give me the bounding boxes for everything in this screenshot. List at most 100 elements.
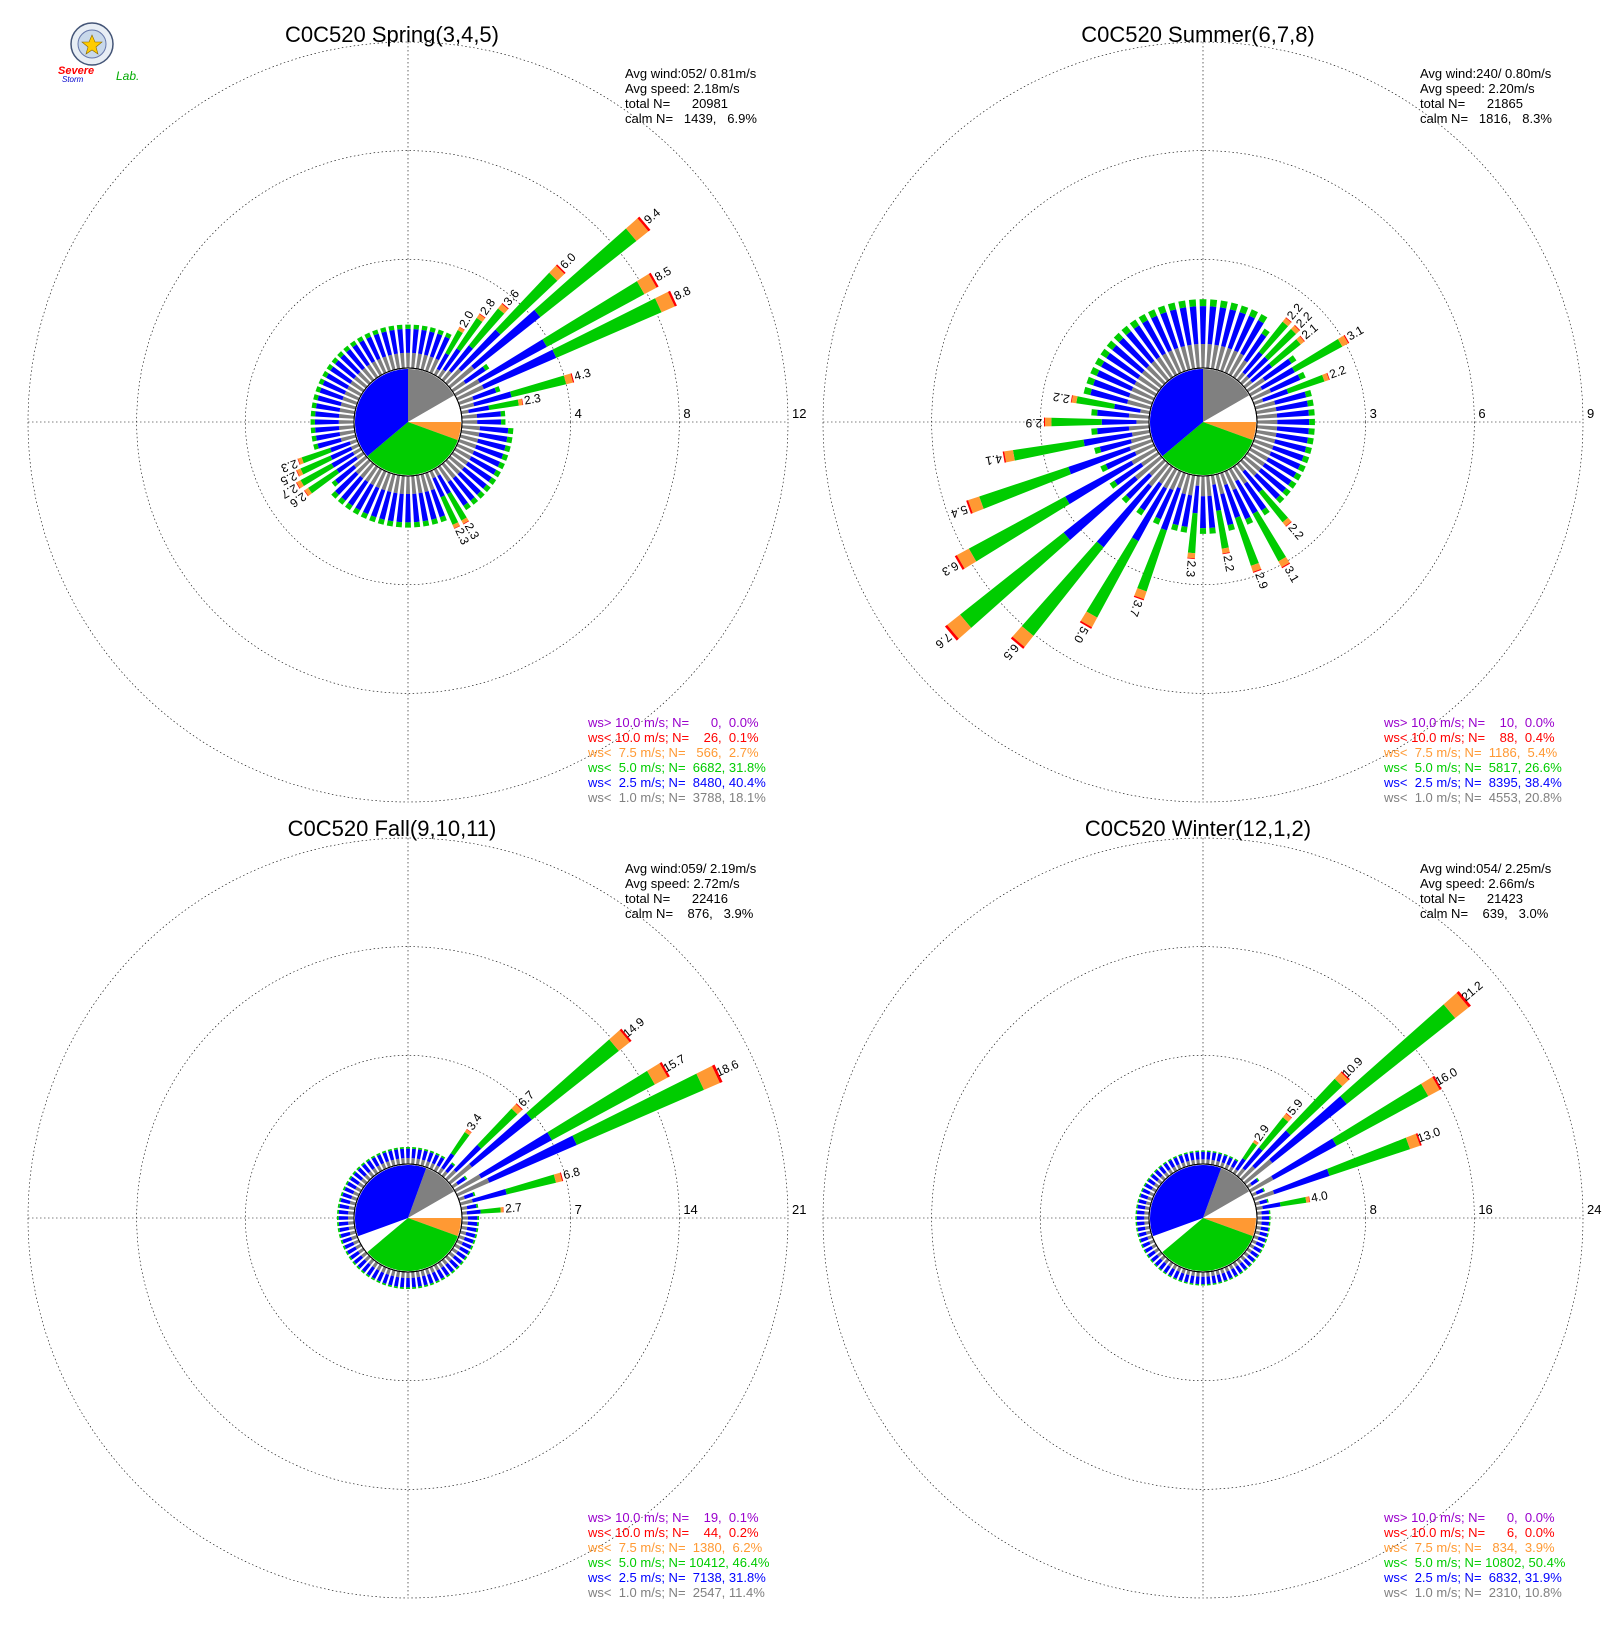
rose-bar-segment — [454, 525, 461, 529]
rose-bar-segment — [1301, 455, 1310, 464]
legend-item: ws> 10.0 m/s; N= 0, 0.0% — [587, 715, 759, 730]
rose-bar-segment — [470, 1245, 474, 1250]
rose-bar-segment — [330, 446, 353, 460]
rose-bar-label: 4.1 — [984, 451, 1003, 468]
rose-bar-segment — [1288, 355, 1297, 364]
rose-bar-segment — [1134, 588, 1147, 600]
rose-bar-segment — [497, 461, 505, 470]
rose-bar-segment — [1421, 1076, 1440, 1097]
calm-circle-outline — [1148, 367, 1258, 477]
rose-bar-segment — [338, 425, 355, 430]
rose-bar-segment — [1248, 1243, 1255, 1249]
rose-bar-segment — [1144, 1245, 1153, 1253]
rose-bar-segment — [553, 1172, 563, 1183]
rose-bar-segment — [498, 303, 509, 314]
severe-storm-lab-logo: Severe Storm Lab. — [58, 22, 139, 84]
rose-bar-segment — [1160, 487, 1181, 531]
rose-bar-segment — [394, 353, 401, 370]
rose-bar-segment — [1153, 1168, 1158, 1173]
rose-bar-segment — [1234, 315, 1255, 353]
rose-bar-segment — [461, 1241, 472, 1250]
calm-pie-slice — [408, 422, 461, 441]
rose-bar-segment — [351, 1195, 358, 1201]
rose-bar-segment — [338, 414, 355, 419]
rose-bar-segment — [376, 1271, 385, 1282]
rose-bar-segment — [1226, 1270, 1233, 1279]
calm-pie-slice — [1162, 1218, 1253, 1271]
rose-bar-segment — [360, 1178, 368, 1185]
rose-bar-segment — [1268, 1210, 1271, 1215]
rose-bar-segment — [330, 366, 353, 384]
rose-bar-segment — [1148, 462, 1170, 487]
rose-bar-segment — [1256, 1177, 1260, 1182]
legend-item: ws< 7.5 m/s; N= 1186, 5.4% — [1383, 745, 1558, 760]
rose-bar-segment — [542, 281, 645, 347]
ring-label: 16 — [1478, 1202, 1492, 1217]
rose-bar-segment — [1076, 396, 1115, 409]
rose-bar-segment — [474, 1234, 478, 1239]
rose-bar-segment — [1215, 1269, 1220, 1276]
rose-bar-segment — [350, 443, 360, 450]
rose-bar-segment — [415, 474, 423, 494]
rose-bar-segment — [1255, 429, 1277, 437]
rose-bar-segment — [1255, 1225, 1262, 1230]
rose-bar-segment — [469, 456, 497, 475]
rose-bar-segment — [437, 1167, 444, 1175]
rose-bar-segment — [1160, 311, 1179, 350]
rose-bar-segment — [477, 1216, 480, 1220]
rose-bar-segment — [510, 375, 567, 398]
rose-bar-segment — [505, 1174, 557, 1195]
rose-bar-segment — [475, 1228, 479, 1233]
rose-bar-segment — [381, 472, 391, 491]
rose-bar-segment — [1275, 400, 1309, 412]
rose-bar-segment — [388, 325, 395, 331]
rose-bar-segment — [376, 1152, 381, 1156]
rose-bar-segment — [445, 368, 462, 385]
rose-bar-segment — [1138, 313, 1148, 324]
rose-bar-segment — [388, 354, 396, 371]
rose-bar-segment — [360, 1269, 365, 1274]
rose-bar-segment — [359, 340, 376, 364]
rose-bar-segment — [406, 1148, 410, 1159]
rose-bar-segment — [340, 1191, 344, 1197]
rose-bar-segment — [463, 520, 470, 525]
rose-bar-segment — [1147, 1178, 1156, 1186]
rose-bar-segment — [448, 365, 475, 389]
rose-bar-segment — [295, 482, 301, 489]
rose-bar-segment — [352, 1239, 360, 1245]
rose-bar-segment — [361, 1163, 371, 1174]
rose-bar-segment — [310, 427, 316, 434]
rose-bar-segment — [445, 1255, 452, 1262]
calm-pie-slice — [367, 422, 458, 475]
rose-bar-segment — [466, 1209, 481, 1215]
rose-bar-segment — [483, 484, 491, 493]
rose-bar-segment — [1285, 1078, 1343, 1136]
rose-bar-segment — [372, 329, 379, 336]
rose-bar-segment — [300, 463, 334, 487]
rose-bar-segment — [336, 1216, 339, 1220]
rose-bar-segment — [380, 327, 387, 333]
rose-bar-segment — [1188, 474, 1196, 496]
rose-bar-segment — [1242, 469, 1263, 493]
rose-bar-segment — [356, 1166, 361, 1171]
rose-bar-segment — [357, 1167, 367, 1177]
rose-bar-segment — [342, 396, 358, 405]
rose-bar-segment — [458, 1235, 465, 1241]
rose-bar-segment — [495, 272, 558, 335]
rose-bar-segment — [1258, 489, 1289, 523]
rose-bar-segment — [366, 336, 381, 361]
rose-bar-segment — [376, 1154, 385, 1165]
rose-bar-segment — [449, 1259, 459, 1269]
rose-bar-segment — [301, 447, 332, 464]
rose-bar-segment — [360, 1162, 365, 1167]
rose-bar-segment — [433, 368, 440, 377]
rose-bar-segment — [340, 1239, 344, 1245]
stats-calm: calm N= 1816, 8.3% — [1420, 111, 1552, 126]
rose-bar-segment — [511, 1103, 523, 1115]
rose-bar-segment — [1186, 1160, 1191, 1167]
rose-bar-segment — [339, 408, 356, 415]
rose-bar-segment — [471, 1189, 507, 1203]
ring-label: 7 — [575, 1202, 582, 1217]
rose-bar-segment — [1172, 493, 1186, 526]
rose-bar-segment — [1222, 552, 1230, 555]
